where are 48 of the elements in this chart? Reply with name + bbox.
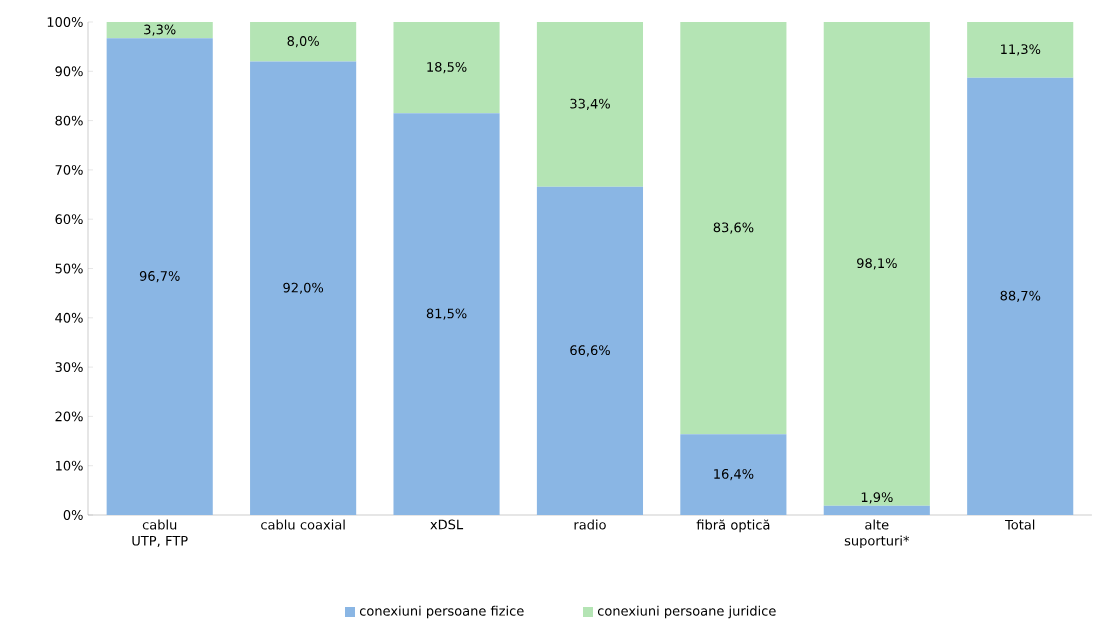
- bar: [393, 113, 500, 515]
- y-tick-label: 30%: [55, 362, 83, 373]
- bar: [823, 21, 930, 506]
- data-label: 3,3%: [144, 24, 176, 36]
- x-tick-label: alte suporturi*: [844, 519, 910, 549]
- data-label: 1,9%: [861, 492, 893, 504]
- bar: [967, 21, 1074, 78]
- y-tick-label: 100%: [47, 17, 83, 27]
- x-tick-label: fibră optică: [696, 519, 770, 533]
- bar: [967, 77, 1074, 515]
- data-label: 16,4%: [714, 468, 754, 481]
- data-label: 11,3%: [1001, 44, 1041, 56]
- bar: [680, 434, 787, 515]
- data-label: 98,1%: [857, 258, 897, 270]
- data-label: 92,0%: [283, 282, 324, 294]
- bar: [106, 21, 213, 39]
- y-tick-label: 40%: [55, 312, 83, 323]
- data-label: 83,6%: [713, 222, 754, 234]
- bar: [823, 505, 930, 515]
- legend-label: conexiuni persoane juridice: [597, 605, 776, 619]
- data-label: 96,7%: [139, 271, 180, 283]
- bar: [536, 21, 644, 187]
- bar: [680, 21, 787, 435]
- x-tick-label: xDSL: [430, 519, 464, 530]
- data-label: 88,7%: [1000, 290, 1041, 302]
- y-tick-label: 60%: [55, 214, 83, 225]
- data-label: 18,5%: [427, 62, 467, 74]
- y-tick-label: 20%: [55, 411, 83, 422]
- x-tick-label: cablu coaxial: [261, 519, 345, 530]
- data-label: 66,6%: [570, 345, 610, 357]
- legend-label: conexiuni persoane fizice: [359, 605, 524, 619]
- x-tick-label: radio: [574, 519, 606, 530]
- data-label: 81,5%: [426, 308, 467, 320]
- x-tick-label: cablu UTP, FTP: [132, 519, 188, 547]
- bar: [536, 186, 644, 515]
- bar: [250, 61, 357, 515]
- data-label: 8,0%: [287, 36, 319, 48]
- bar: [106, 38, 213, 515]
- x-tick-label: Total: [1004, 519, 1035, 530]
- y-tick-label: 70%: [55, 164, 83, 175]
- y-tick-label: 0%: [63, 510, 83, 520]
- y-tick-label: 90%: [55, 66, 83, 77]
- y-tick-label: 80%: [55, 115, 83, 126]
- bar: [393, 21, 500, 114]
- bar: [250, 21, 357, 62]
- y-tick-label: 10%: [55, 460, 83, 471]
- data-label: 33,4%: [570, 98, 610, 110]
- y-tick-label: 50%: [55, 263, 83, 274]
